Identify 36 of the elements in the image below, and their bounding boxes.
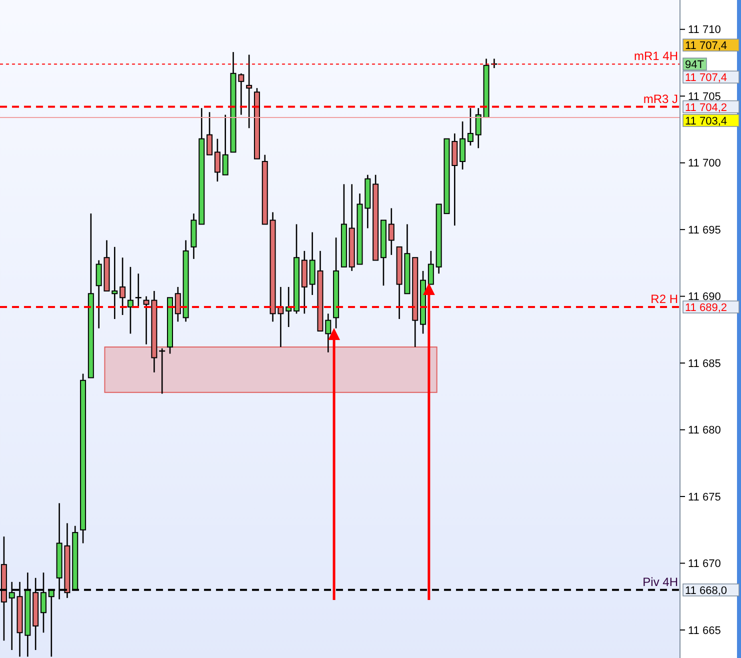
candlestick xyxy=(206,111,213,156)
ref-line-label: Piv 4H xyxy=(642,574,678,589)
ref-line-label: mR1 4H xyxy=(634,49,678,64)
y-tick-label: 11 665 xyxy=(688,624,721,637)
candlestick xyxy=(388,208,394,256)
candlestick xyxy=(246,54,252,129)
text: 94T xyxy=(685,59,704,72)
candlestick xyxy=(214,138,220,182)
candlestick xyxy=(222,114,228,176)
candlestick xyxy=(174,286,181,322)
y-tick-label: 11 680 xyxy=(688,424,721,437)
candlestick xyxy=(127,266,134,334)
candlestick xyxy=(467,107,474,146)
y-tick-label: 11 695 xyxy=(688,224,721,236)
y-tick-label: 11 690 xyxy=(688,291,721,304)
text: 11 707,4 xyxy=(685,40,728,52)
y-tick-label: 11 685 xyxy=(688,358,721,370)
y-tick-label: 11 675 xyxy=(688,491,721,504)
candlestick xyxy=(134,272,142,308)
y-tick-label: 11 670 xyxy=(688,558,721,570)
ref-line-label: mR3 J xyxy=(643,92,678,106)
y-tick-label: 11 710 xyxy=(688,24,721,36)
text: 11 704,2 xyxy=(685,102,728,114)
text: 11 707,4 xyxy=(685,72,728,84)
candlestick xyxy=(325,313,332,354)
text: 11 668,0 xyxy=(685,584,728,597)
candlestick xyxy=(460,120,466,170)
text: 11 689,2 xyxy=(685,302,728,314)
candlestick xyxy=(120,256,126,316)
y-tick-label: 11 705 xyxy=(688,90,721,103)
text: 11 703,4 xyxy=(685,115,728,128)
ref-line-label: R2 H xyxy=(650,292,678,306)
candlestick xyxy=(475,107,482,149)
candlestick xyxy=(428,250,434,285)
y-tick-label: 11 700 xyxy=(688,158,721,170)
candlestick xyxy=(112,246,118,320)
